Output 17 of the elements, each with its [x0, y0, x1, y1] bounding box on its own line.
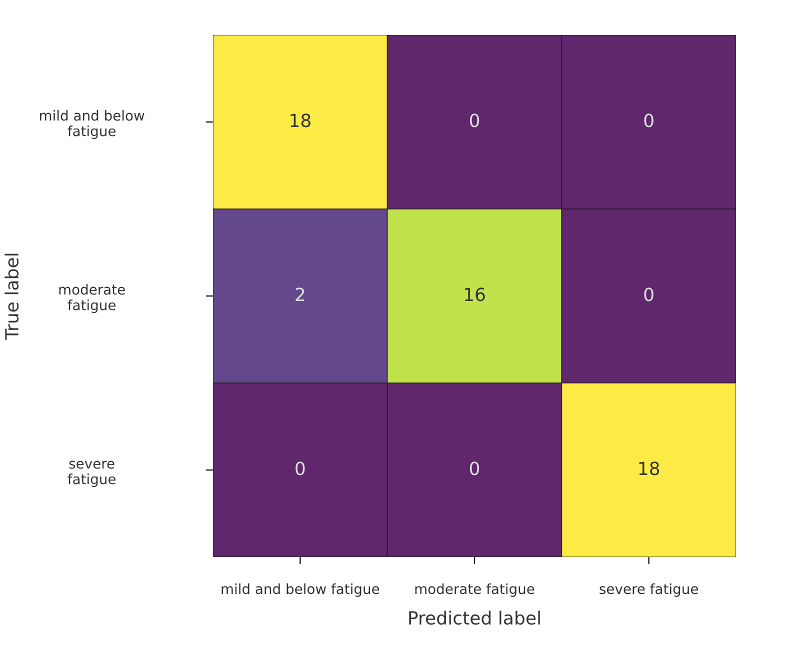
data-label: 0: [644, 288, 654, 302]
x-axis-title: Predicted label: [409, 610, 540, 625]
x-tick-label: severe fatigue: [600, 583, 698, 597]
data-label: 18: [639, 462, 660, 476]
data-label: 0: [296, 462, 305, 476]
y-axis-title: True label: [4, 254, 19, 340]
y-tick-label: moderate fatigue: [59, 284, 125, 313]
x-tick-label: moderate fatigue: [415, 583, 534, 597]
data-label: 18: [290, 114, 310, 128]
y-tick-label: mild and below fatigue: [40, 110, 144, 139]
data-label: 2: [296, 288, 304, 301]
data-label: 0: [644, 114, 654, 128]
data-label: 16: [464, 288, 485, 302]
y-tick-label: severe fatigue: [68, 460, 116, 487]
data-label: 0: [470, 114, 480, 128]
x-tick-label: mild and below fatigue: [222, 583, 380, 597]
data-label: 0: [470, 462, 480, 476]
